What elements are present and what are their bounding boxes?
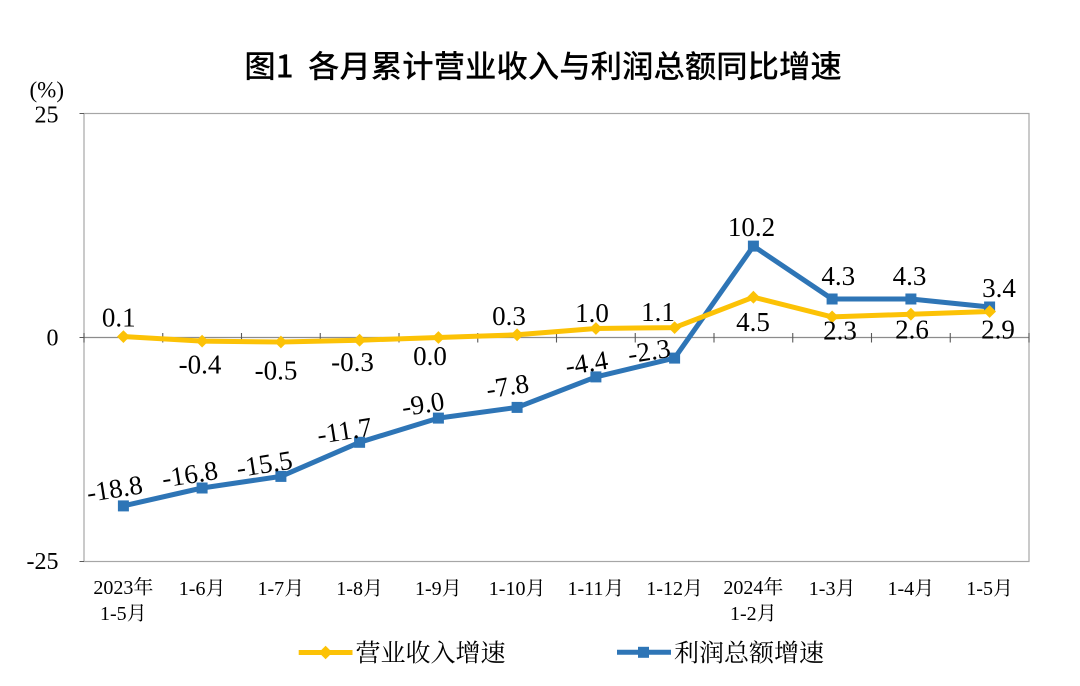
svg-text:-7.8: -7.8 bbox=[484, 368, 531, 404]
svg-text:(%): (%) bbox=[30, 78, 64, 103]
svg-text:1.0: 1.0 bbox=[575, 298, 609, 328]
svg-text:-0.3: -0.3 bbox=[331, 347, 374, 377]
svg-text:2.3: 2.3 bbox=[823, 316, 857, 346]
svg-text:0.3: 0.3 bbox=[492, 301, 526, 331]
svg-text:-9.0: -9.0 bbox=[400, 386, 447, 422]
svg-text:1-4: 1-4 bbox=[888, 578, 915, 600]
svg-text:1-7: 1-7 bbox=[258, 578, 285, 600]
svg-text:1-3: 1-3 bbox=[809, 578, 836, 600]
svg-text:2.9: 2.9 bbox=[981, 315, 1015, 345]
svg-text:0.1: 0.1 bbox=[102, 303, 136, 333]
svg-text:-2.3: -2.3 bbox=[626, 333, 673, 369]
svg-text:1-6: 1-6 bbox=[179, 578, 206, 600]
svg-text:25: 25 bbox=[35, 103, 59, 129]
svg-text:0: 0 bbox=[47, 326, 59, 352]
svg-text:1-2: 1-2 bbox=[730, 603, 757, 625]
svg-text:10.2: 10.2 bbox=[728, 212, 775, 242]
svg-text:-0.4: -0.4 bbox=[179, 350, 222, 380]
svg-text:0.0: 0.0 bbox=[413, 341, 447, 371]
svg-text:4.3: 4.3 bbox=[821, 261, 855, 291]
svg-text:-4.4: -4.4 bbox=[563, 345, 610, 381]
svg-text:1-11: 1-11 bbox=[568, 578, 604, 600]
svg-text:-25: -25 bbox=[27, 549, 59, 575]
svg-text:3.4: 3.4 bbox=[982, 273, 1016, 303]
svg-text:1-12: 1-12 bbox=[646, 578, 683, 600]
svg-text:1-5: 1-5 bbox=[100, 603, 127, 625]
svg-text:1-5: 1-5 bbox=[966, 578, 993, 600]
svg-text:2024: 2024 bbox=[723, 577, 763, 599]
svg-text:1.1: 1.1 bbox=[641, 297, 675, 327]
svg-text:4.5: 4.5 bbox=[736, 307, 770, 337]
svg-text:2023: 2023 bbox=[93, 577, 133, 599]
svg-text:1-10: 1-10 bbox=[489, 578, 526, 600]
svg-text:4.3: 4.3 bbox=[893, 261, 927, 291]
svg-text:1-9: 1-9 bbox=[415, 578, 442, 600]
svg-text:-0.5: -0.5 bbox=[255, 356, 298, 386]
svg-text:2.6: 2.6 bbox=[895, 315, 929, 345]
svg-text:1-8: 1-8 bbox=[336, 578, 363, 600]
